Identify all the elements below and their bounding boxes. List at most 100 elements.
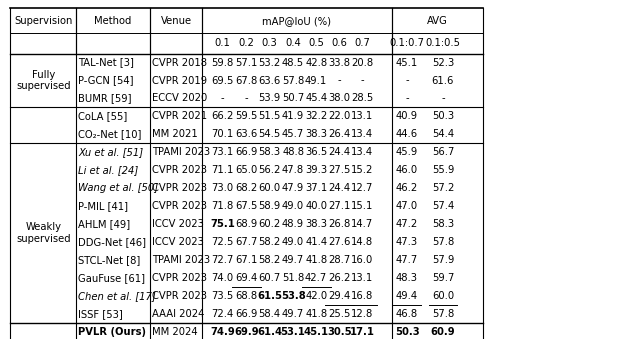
Text: TPAMI 2023: TPAMI 2023: [152, 255, 211, 265]
Text: 0.7: 0.7: [355, 38, 370, 48]
Text: 0.1: 0.1: [215, 38, 230, 48]
Text: Method: Method: [94, 16, 132, 26]
Text: CVPR 2023: CVPR 2023: [152, 183, 207, 193]
Text: 59.7: 59.7: [432, 273, 454, 283]
Text: 38.3: 38.3: [305, 129, 327, 139]
Text: CVPR 2023: CVPR 2023: [152, 165, 207, 175]
Text: 58.2: 58.2: [259, 255, 280, 265]
Text: 32.2: 32.2: [305, 112, 327, 121]
Text: 49.4: 49.4: [396, 291, 418, 301]
Text: CVPR 2018: CVPR 2018: [152, 58, 207, 67]
Text: 54.4: 54.4: [432, 129, 454, 139]
Text: AVG: AVG: [428, 16, 448, 26]
Text: 29.4: 29.4: [328, 291, 350, 301]
Text: 46.8: 46.8: [396, 309, 418, 319]
Text: 14.7: 14.7: [351, 219, 373, 229]
Text: 41.4: 41.4: [305, 237, 327, 247]
Text: 42.0: 42.0: [305, 291, 327, 301]
Text: 60.2: 60.2: [259, 219, 280, 229]
Text: 54.5: 54.5: [259, 129, 280, 139]
Text: 14.8: 14.8: [351, 237, 373, 247]
Text: TAL-Net [3]: TAL-Net [3]: [78, 58, 134, 67]
Text: 0.6: 0.6: [332, 38, 347, 48]
Text: CVPR 2023: CVPR 2023: [152, 273, 207, 283]
Text: 73.1: 73.1: [212, 147, 234, 157]
Text: ECCV 2020: ECCV 2020: [152, 94, 207, 103]
Text: 46.0: 46.0: [396, 165, 418, 175]
Text: 0.5: 0.5: [308, 38, 324, 48]
Text: AAAI 2024: AAAI 2024: [152, 309, 205, 319]
Text: 45.1: 45.1: [396, 58, 418, 67]
Text: 63.6: 63.6: [259, 76, 280, 85]
Text: CVPR 2023: CVPR 2023: [152, 291, 207, 301]
Text: 53.9: 53.9: [259, 94, 280, 103]
Text: AHLM [49]: AHLM [49]: [78, 219, 130, 229]
Text: 67.1: 67.1: [236, 255, 257, 265]
Text: DDG-Net [46]: DDG-Net [46]: [78, 237, 146, 247]
Text: 28.7: 28.7: [328, 255, 350, 265]
Text: 40.9: 40.9: [396, 112, 418, 121]
Text: 71.1: 71.1: [212, 165, 234, 175]
Text: 24.4: 24.4: [328, 147, 350, 157]
Text: 47.0: 47.0: [396, 201, 418, 211]
Text: 68.8: 68.8: [236, 291, 257, 301]
Text: -: -: [337, 76, 341, 85]
Text: 56.7: 56.7: [432, 147, 454, 157]
Text: 0.1:0.5: 0.1:0.5: [426, 38, 460, 48]
Text: 13.4: 13.4: [351, 129, 373, 139]
Text: 66.9: 66.9: [236, 309, 257, 319]
Text: 48.5: 48.5: [282, 58, 304, 67]
Text: MM 2021: MM 2021: [152, 129, 198, 139]
Text: 49.0: 49.0: [282, 201, 304, 211]
Text: BUMR [59]: BUMR [59]: [78, 94, 132, 103]
Text: 71.8: 71.8: [212, 201, 234, 211]
Text: -: -: [360, 76, 364, 85]
Text: 53.8: 53.8: [281, 291, 305, 301]
Text: 53.1: 53.1: [281, 327, 305, 337]
Text: 48.3: 48.3: [396, 273, 418, 283]
Text: -: -: [441, 94, 445, 103]
Text: 27.6: 27.6: [328, 237, 350, 247]
Text: CO₂-Net [10]: CO₂-Net [10]: [78, 129, 141, 139]
Text: 50.3: 50.3: [432, 112, 454, 121]
Text: 28.5: 28.5: [351, 94, 373, 103]
Text: 0.1:0.7: 0.1:0.7: [390, 38, 424, 48]
Text: 39.3: 39.3: [305, 165, 327, 175]
Text: 27.1: 27.1: [328, 201, 350, 211]
Text: ICCV 2023: ICCV 2023: [152, 237, 204, 247]
Text: 41.9: 41.9: [282, 112, 304, 121]
Text: 16.0: 16.0: [351, 255, 373, 265]
Text: 61.5: 61.5: [257, 291, 282, 301]
Text: 55.9: 55.9: [432, 165, 454, 175]
Text: 57.4: 57.4: [432, 201, 454, 211]
Text: 15.1: 15.1: [351, 201, 373, 211]
Text: 72.4: 72.4: [212, 309, 234, 319]
Text: 24.4: 24.4: [328, 183, 350, 193]
Text: 26.4: 26.4: [328, 129, 350, 139]
Text: 46.2: 46.2: [396, 183, 418, 193]
Text: 75.1: 75.1: [211, 219, 235, 229]
Text: 63.6: 63.6: [236, 129, 257, 139]
Text: 60.9: 60.9: [431, 327, 455, 337]
Text: 58.3: 58.3: [432, 219, 454, 229]
Text: 40.0: 40.0: [305, 201, 327, 211]
Text: -: -: [405, 76, 409, 85]
Text: 38.0: 38.0: [328, 94, 350, 103]
Text: 27.5: 27.5: [328, 165, 350, 175]
Text: CVPR 2019: CVPR 2019: [152, 76, 207, 85]
Text: 67.7: 67.7: [236, 237, 257, 247]
Text: 49.7: 49.7: [282, 255, 304, 265]
Text: 58.9: 58.9: [259, 201, 280, 211]
Text: 26.2: 26.2: [328, 273, 350, 283]
Text: 56.2: 56.2: [259, 165, 280, 175]
Text: 0.2: 0.2: [239, 38, 254, 48]
Text: 22.0: 22.0: [328, 112, 350, 121]
Text: 47.7: 47.7: [396, 255, 418, 265]
Text: 57.8: 57.8: [282, 76, 304, 85]
Text: 53.2: 53.2: [259, 58, 280, 67]
Text: MM 2024: MM 2024: [152, 327, 198, 337]
Text: Fully
supervised: Fully supervised: [16, 70, 71, 91]
Text: CVPR 2023: CVPR 2023: [152, 201, 207, 211]
Text: 60.0: 60.0: [259, 183, 280, 193]
Text: 45.1: 45.1: [303, 327, 329, 337]
